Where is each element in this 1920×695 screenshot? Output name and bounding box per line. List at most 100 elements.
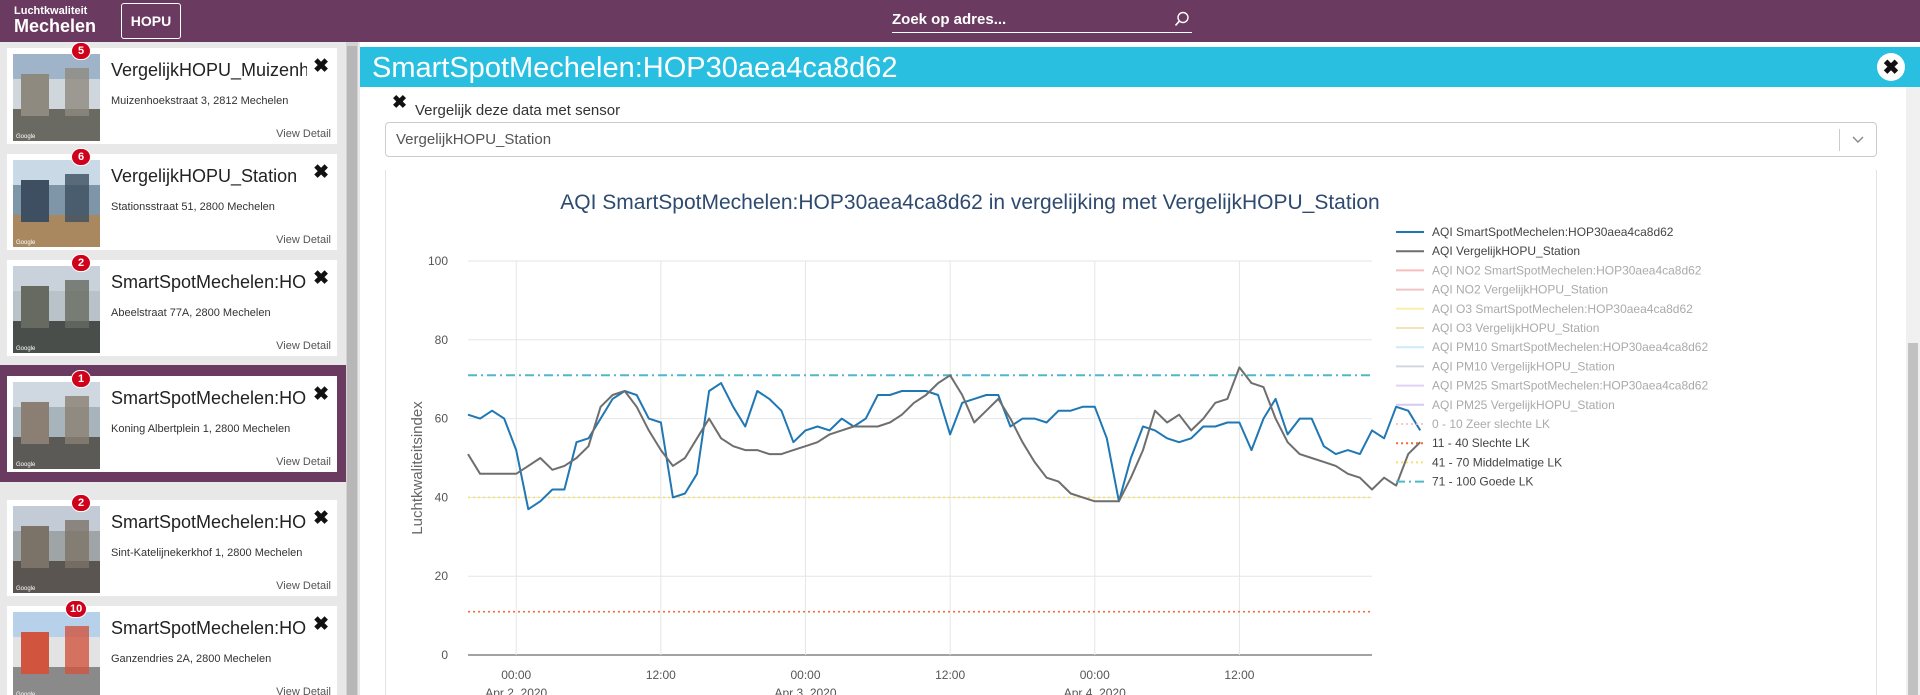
close-icon[interactable]: ✖ bbox=[313, 384, 329, 405]
measurement-count-badge: 2 bbox=[71, 254, 91, 272]
svg-text:Google: Google bbox=[16, 692, 36, 695]
legend-item[interactable]: AQI O3 VergelijkHOPU_Station bbox=[1432, 321, 1599, 335]
sensor-card-address: Stationsstraat 51, 2800 Mechelen bbox=[111, 201, 275, 213]
legend-item[interactable]: 71 - 100 Goede LK bbox=[1432, 475, 1533, 489]
measurement-count-badge: 5 bbox=[71, 42, 91, 60]
sidebar-scrollbar-thumb[interactable] bbox=[347, 46, 357, 695]
select-separator bbox=[1839, 129, 1840, 151]
svg-text:Google: Google bbox=[16, 462, 36, 468]
x-tick-label: 00:00 bbox=[1080, 668, 1110, 682]
legend-item[interactable]: 11 - 40 Slechte LK bbox=[1432, 436, 1530, 450]
top-bar: Luchtkwaliteit Mechelen HOPU bbox=[0, 0, 1920, 42]
main-scrollbar-thumb[interactable] bbox=[1908, 343, 1918, 695]
series-line[interactable] bbox=[467, 366, 1421, 503]
detail-title: SmartSpotMechelen:HOP30aea4ca8d62 bbox=[372, 52, 898, 84]
sidebar-card-wrap: Google 1 SmartSpotMechelen:HOP30 Koning Alb… bbox=[0, 365, 346, 482]
y-axis-label: Luchtkwaliteitsindex bbox=[409, 401, 426, 535]
sidebar-card-wrap: Google 10 SmartSpotMechelen:HOP30 Ganzendri… bbox=[0, 600, 346, 695]
sensor-card-title[interactable]: SmartSpotMechelen:HOP30 bbox=[111, 388, 307, 408]
y-tick-label: 60 bbox=[435, 412, 449, 426]
sidebar-card-wrap: Google 5 VergelijkHOPU_Muizenhoekstraat Mui… bbox=[0, 42, 346, 144]
legend-item[interactable]: AQI PM10 VergelijkHOPU_Station bbox=[1432, 359, 1615, 373]
y-tick-label: 100 bbox=[428, 254, 448, 268]
x-tick-label: 00:00 bbox=[501, 668, 531, 682]
legend-item[interactable]: AQI PM10 SmartSpotMechelen:HOP30aea4ca8d… bbox=[1432, 340, 1708, 354]
sensor-card-address: Muizenhoekstraat 3, 2812 Mechelen bbox=[111, 95, 289, 107]
view-detail-link[interactable]: View Detail bbox=[276, 340, 331, 352]
sensor-card-title[interactable]: SmartSpotMechelen:HOP30 bbox=[111, 272, 307, 292]
sidebar-card-wrap: Google 2 SmartSpotMechelen:HOP30 Abeelstraa… bbox=[0, 254, 346, 356]
view-detail-link[interactable]: View Detail bbox=[276, 580, 331, 592]
legend-item[interactable]: 41 - 70 Middelmatige LK bbox=[1432, 455, 1562, 469]
legend-item[interactable]: AQI VergelijkHOPU_Station bbox=[1432, 244, 1580, 258]
measurement-count-badge: 2 bbox=[71, 494, 91, 512]
x-tick-date-label: Apr 4, 2020 bbox=[1064, 686, 1126, 695]
sensor-card-title[interactable]: VergelijkHOPU_Muizenhoekstraat bbox=[111, 60, 307, 80]
close-icon[interactable]: ✖ bbox=[1877, 53, 1905, 81]
sensor-card-address: Abeelstraat 77A, 2800 Mechelen bbox=[111, 307, 271, 319]
sensor-photo: Google bbox=[13, 54, 100, 141]
sensor-sidebar: Google 5 VergelijkHOPU_Muizenhoekstraat Mui… bbox=[0, 42, 360, 695]
sensor-card-address: Ganzendries 2A, 2800 Mechelen bbox=[111, 653, 272, 665]
sensor-card-title[interactable]: SmartSpotMechelen:HOP30 bbox=[111, 618, 307, 638]
sensor-card-title[interactable]: VergelijkHOPU_Station bbox=[111, 166, 298, 186]
close-icon[interactable]: ✖ bbox=[313, 56, 329, 77]
chevron-down-icon[interactable] bbox=[1852, 133, 1864, 145]
sensor-card-address: Koning Albertplein 1, 2800 Mechelen bbox=[111, 423, 291, 435]
compare-sensor-select[interactable]: VergelijkHOPU_Station bbox=[385, 122, 1877, 157]
y-tick-label: 80 bbox=[435, 333, 449, 347]
legend-item[interactable]: AQI O3 SmartSpotMechelen:HOP30aea4ca8d62 bbox=[1432, 302, 1693, 316]
sensor-card[interactable]: Google 10 SmartSpotMechelen:HOP30 Ganzendri… bbox=[7, 600, 337, 695]
view-detail-link[interactable]: View Detail bbox=[276, 128, 331, 140]
close-icon[interactable]: ✖ bbox=[313, 162, 329, 183]
sidebar-card-wrap: Google 6 VergelijkHOPU_Station Stationsstra… bbox=[0, 148, 346, 250]
search-bar bbox=[892, 7, 1192, 33]
svg-text:Google: Google bbox=[16, 346, 36, 352]
sensor-photo: Google bbox=[13, 382, 100, 469]
search-input[interactable] bbox=[892, 7, 1152, 31]
y-tick-label: 0 bbox=[441, 648, 448, 662]
view-detail-link[interactable]: View Detail bbox=[276, 456, 331, 468]
legend-item[interactable]: AQI PM25 VergelijkHOPU_Station bbox=[1432, 398, 1615, 412]
app-logo[interactable]: Luchtkwaliteit Mechelen bbox=[14, 5, 96, 35]
legend-item[interactable]: AQI NO2 SmartSpotMechelen:HOP30aea4ca8d6… bbox=[1432, 263, 1702, 277]
x-tick-label: 00:00 bbox=[790, 668, 820, 682]
measurement-count-badge: 10 bbox=[65, 600, 88, 618]
svg-text:Google: Google bbox=[16, 134, 36, 140]
logo-big-text: Mechelen bbox=[14, 16, 97, 36]
x-tick-date-label: Apr 2, 2020 bbox=[485, 686, 547, 695]
sensor-photo: Google bbox=[13, 612, 100, 695]
compare-sensor-value: VergelijkHOPU_Station bbox=[396, 131, 552, 148]
y-tick-label: 20 bbox=[435, 569, 449, 583]
sensor-card[interactable]: Google 6 VergelijkHOPU_Station Stationsstra… bbox=[7, 148, 337, 250]
view-detail-link[interactable]: View Detail bbox=[276, 686, 331, 695]
compare-label: Vergelijk deze data met sensor bbox=[415, 102, 621, 119]
measurement-count-badge: 6 bbox=[71, 148, 91, 166]
close-icon[interactable]: ✖ bbox=[313, 614, 329, 635]
hopu-button[interactable]: HOPU bbox=[121, 3, 181, 39]
legend-item[interactable]: AQI SmartSpotMechelen:HOP30aea4ca8d62 bbox=[1432, 225, 1674, 239]
measurement-count-badge: 1 bbox=[71, 370, 91, 388]
search-icon[interactable] bbox=[1174, 11, 1190, 27]
sensor-card-title[interactable]: SmartSpotMechelen:HOP30 bbox=[111, 512, 307, 532]
compare-close-icon[interactable]: ✖ bbox=[392, 92, 408, 112]
sensor-card[interactable]: Google 2 SmartSpotMechelen:HOP30 Abeelstraa… bbox=[7, 254, 337, 356]
x-tick-label: 12:00 bbox=[1224, 668, 1254, 682]
chart-panel: AQI SmartSpotMechelen:HOP30aea4ca8d62 in… bbox=[385, 170, 1877, 695]
sensor-card[interactable]: Google 5 VergelijkHOPU_Muizenhoekstraat Mui… bbox=[7, 42, 337, 144]
x-tick-date-label: Apr 3, 2020 bbox=[774, 686, 836, 695]
view-detail-link[interactable]: View Detail bbox=[276, 234, 331, 246]
sensor-card[interactable]: Google 2 SmartSpotMechelen:HOP30 Sint-Katel… bbox=[7, 494, 337, 596]
sensor-photo: Google bbox=[13, 506, 100, 593]
sensor-card[interactable]: Google 1 SmartSpotMechelen:HOP30 Koning Alb… bbox=[7, 370, 337, 472]
close-icon[interactable]: ✖ bbox=[313, 268, 329, 289]
legend-item[interactable]: AQI NO2 VergelijkHOPU_Station bbox=[1432, 283, 1608, 297]
y-tick-label: 40 bbox=[435, 490, 449, 504]
logo-small-text: Luchtkwaliteit bbox=[14, 5, 88, 17]
svg-text:Google: Google bbox=[16, 240, 36, 246]
sensor-photo: Google bbox=[13, 160, 100, 247]
legend-item[interactable]: AQI PM25 SmartSpotMechelen:HOP30aea4ca8d… bbox=[1432, 379, 1708, 393]
legend-item[interactable]: 0 - 10 Zeer slechte LK bbox=[1432, 417, 1550, 431]
series-line[interactable] bbox=[467, 382, 1422, 511]
close-icon[interactable]: ✖ bbox=[313, 508, 329, 529]
